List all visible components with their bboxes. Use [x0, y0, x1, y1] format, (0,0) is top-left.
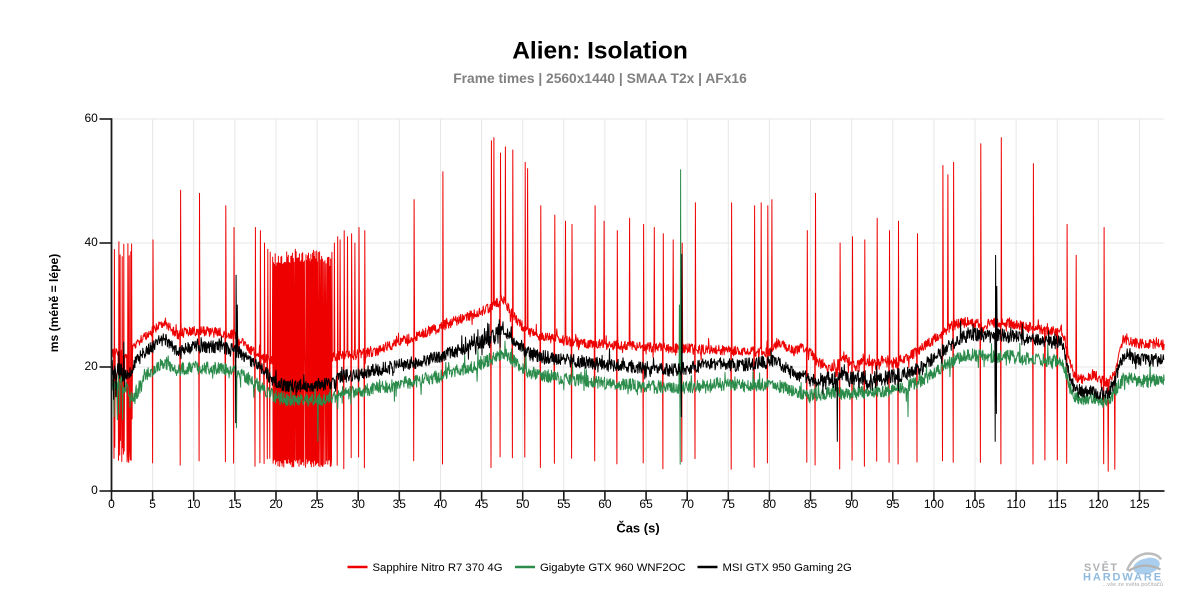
svg-text:90: 90	[845, 497, 859, 511]
svg-text:65: 65	[639, 497, 653, 511]
svg-text:10: 10	[187, 497, 201, 511]
svg-text:115: 115	[1048, 497, 1067, 511]
svg-text:50: 50	[516, 497, 530, 511]
svg-text:30: 30	[352, 497, 366, 511]
svg-text:95: 95	[886, 497, 900, 511]
svg-text:SVĚT: SVĚT	[1084, 561, 1119, 574]
svg-text:100: 100	[924, 497, 944, 511]
svg-text:20: 20	[84, 359, 98, 373]
svg-text:60: 60	[84, 111, 98, 125]
svg-text:120: 120	[1088, 497, 1108, 511]
svg-text:20: 20	[269, 497, 283, 511]
svg-text:70: 70	[681, 497, 695, 511]
svg-text:80: 80	[763, 497, 777, 511]
svg-text:55: 55	[557, 497, 571, 511]
svg-text:75: 75	[722, 497, 736, 511]
svg-text:MSI GTX 950 Gaming 2G: MSI GTX 950 Gaming 2G	[723, 562, 852, 574]
svg-text:Alien: Isolation: Alien: Isolation	[512, 38, 688, 65]
svg-text:25: 25	[310, 497, 324, 511]
svg-text:5: 5	[149, 497, 156, 511]
svg-text:45: 45	[475, 497, 489, 511]
svg-text:HARDWARE: HARDWARE	[1083, 571, 1163, 583]
svg-text:ms (méně = lépe): ms (méně = lépe)	[47, 254, 61, 352]
svg-text:15: 15	[228, 497, 242, 511]
svg-text:Sapphire Nitro R7 370 4G: Sapphire Nitro R7 370 4G	[373, 562, 503, 574]
svg-text:0: 0	[108, 497, 115, 511]
svg-text:60: 60	[598, 497, 612, 511]
svg-text:40: 40	[434, 497, 448, 511]
svg-text:Frame times | 2560x1440 | SMAA: Frame times | 2560x1440 | SMAA T2x | AFx…	[453, 71, 747, 86]
svg-text:Gigabyte GTX 960 WNF2OC: Gigabyte GTX 960 WNF2OC	[540, 562, 686, 574]
svg-text:40: 40	[84, 235, 98, 249]
svg-text:0: 0	[91, 483, 98, 497]
svg-text:125: 125	[1129, 497, 1149, 511]
svg-text:110: 110	[1007, 497, 1026, 511]
svg-text:105: 105	[965, 497, 985, 511]
svg-text:35: 35	[393, 497, 407, 511]
svg-text:Čas (s): Čas (s)	[616, 520, 659, 535]
svg-text:85: 85	[804, 497, 818, 511]
svg-text:...vše ze světa počítačů: ...vše ze světa počítačů	[1102, 581, 1163, 588]
